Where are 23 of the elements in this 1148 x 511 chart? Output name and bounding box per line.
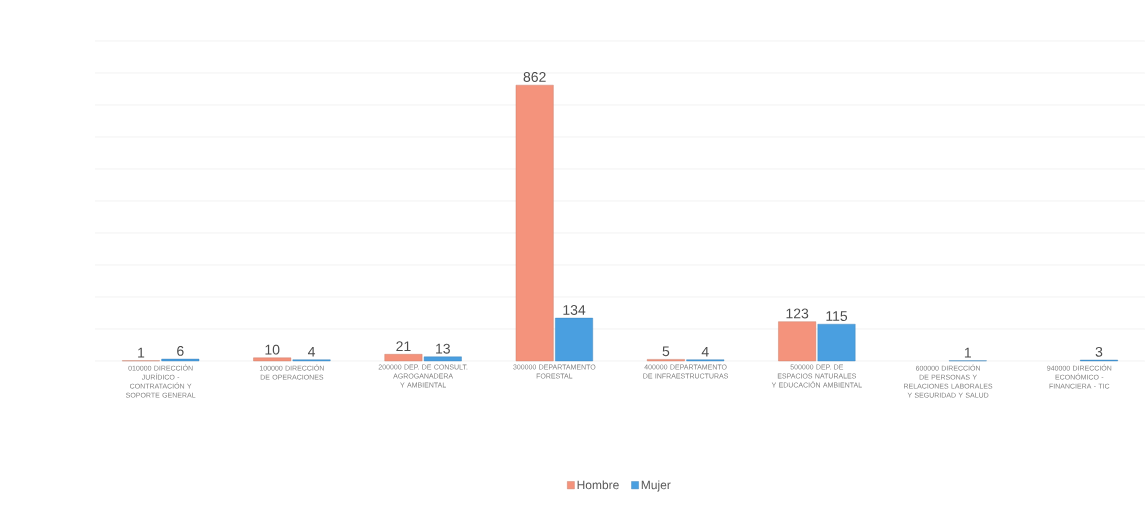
data-label: 21 [396,341,411,352]
bar [423,356,462,362]
data-label: 4 [307,346,316,357]
data-label: 862 [523,72,546,82]
bar [817,323,856,362]
legend-label: Mujer [641,480,671,492]
bar [778,321,817,362]
data-label: 5 [662,346,670,357]
bar [555,317,593,362]
data-label: 1 [138,347,145,358]
bar [384,354,423,362]
bar [515,84,554,362]
legend-label: Hombre [577,480,619,490]
data-label: 3 [1095,346,1103,357]
data-label: 13 [436,343,450,354]
data-label: 123 [786,308,809,319]
data-label: 4 [701,346,709,357]
data-label: 115 [826,311,848,321]
data-label: 1 [964,347,971,358]
bar [253,357,292,362]
data-label: 6 [177,345,184,356]
data-label: 134 [563,304,586,315]
data-label: 10 [265,344,280,355]
